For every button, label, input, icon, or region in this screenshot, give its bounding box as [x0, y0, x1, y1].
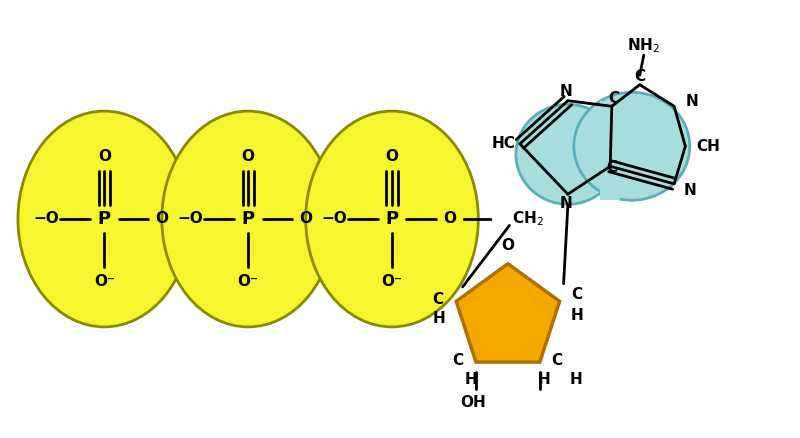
Text: O: O	[98, 149, 110, 164]
Polygon shape	[600, 101, 620, 200]
Text: C: C	[606, 160, 618, 175]
Text: O⁻: O⁻	[94, 274, 114, 289]
Text: NH$_2$: NH$_2$	[627, 36, 660, 55]
Text: P: P	[98, 210, 111, 228]
Text: O⁻: O⁻	[382, 274, 402, 289]
Ellipse shape	[306, 111, 478, 327]
Text: −O: −O	[322, 212, 347, 226]
Text: O: O	[155, 212, 168, 226]
Text: C: C	[634, 69, 646, 84]
Text: O: O	[386, 149, 398, 164]
Text: O: O	[299, 212, 312, 226]
Text: OH: OH	[460, 395, 486, 410]
Text: C: C	[452, 353, 463, 368]
Ellipse shape	[516, 104, 620, 204]
Text: C: C	[570, 287, 582, 302]
Text: C: C	[608, 91, 619, 106]
Ellipse shape	[574, 92, 690, 200]
Text: CH: CH	[697, 139, 721, 154]
Text: P: P	[386, 210, 398, 228]
Text: −O: −O	[178, 212, 203, 226]
Text: O: O	[443, 212, 456, 226]
Text: C: C	[551, 353, 562, 368]
Text: O: O	[242, 149, 254, 164]
Text: H: H	[433, 311, 446, 326]
Text: H: H	[465, 372, 478, 387]
Text: N: N	[560, 196, 573, 211]
Text: N: N	[560, 84, 573, 99]
Text: N: N	[686, 94, 698, 109]
Text: C: C	[432, 292, 443, 307]
Text: HC: HC	[492, 136, 516, 152]
Text: CH$_2$: CH$_2$	[512, 210, 544, 228]
Text: P: P	[242, 210, 254, 228]
Text: H: H	[570, 372, 582, 387]
Polygon shape	[456, 264, 559, 362]
Text: N: N	[684, 183, 697, 198]
Text: −O: −O	[34, 212, 59, 226]
Ellipse shape	[18, 111, 190, 327]
Ellipse shape	[162, 111, 334, 327]
Text: O⁻: O⁻	[238, 274, 258, 289]
Text: O: O	[502, 238, 514, 253]
Text: H: H	[570, 308, 583, 323]
Text: H: H	[538, 372, 550, 387]
